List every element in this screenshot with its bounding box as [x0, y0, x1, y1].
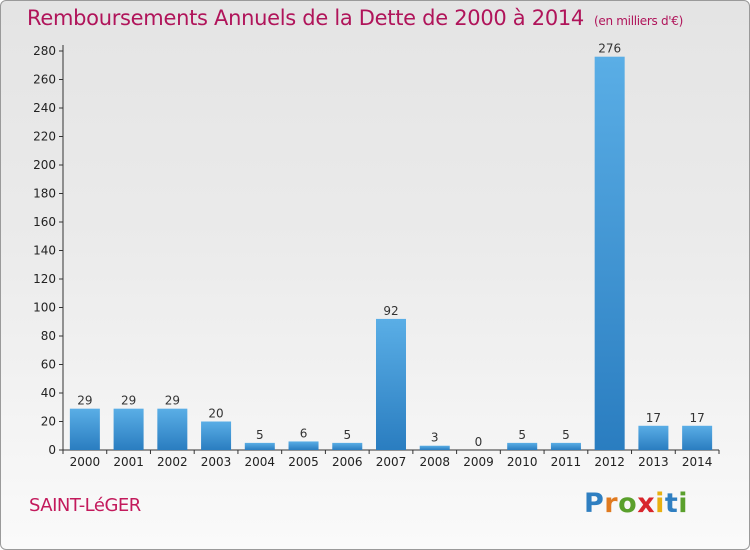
x-tick-label: 2014 [682, 455, 713, 469]
y-tick-label: 80 [41, 329, 56, 343]
data-label: 29 [77, 394, 92, 408]
data-label: 17 [646, 411, 661, 425]
x-tick-label: 2013 [638, 455, 669, 469]
brand-letter: x [637, 488, 656, 519]
brand-letter: i [678, 488, 689, 519]
bar [332, 442, 363, 450]
x-tick-label: 2008 [419, 455, 450, 469]
brand-letter: r [604, 488, 619, 519]
y-tick-label: 240 [33, 101, 56, 115]
data-label: 6 [300, 426, 308, 440]
bar [638, 425, 669, 450]
y-tick-label: 140 [33, 244, 56, 258]
bar [113, 408, 144, 450]
bar [550, 442, 581, 450]
bar [507, 442, 538, 450]
y-tick-label: 40 [41, 386, 56, 400]
data-label: 3 [431, 431, 439, 445]
y-tick-label: 200 [33, 158, 56, 172]
x-tick-label: 2005 [288, 455, 319, 469]
brand-letter: P [584, 488, 605, 519]
chart-title: Remboursements Annuels de la Dette de 20… [27, 6, 683, 30]
commune-name: SAINT-LéGER [29, 495, 141, 516]
brand-letter: o [618, 488, 638, 519]
bar [682, 425, 713, 450]
x-tick-label: 2003 [201, 455, 232, 469]
bar [594, 56, 625, 450]
bar [244, 442, 275, 450]
data-label: 92 [383, 304, 398, 318]
data-label: 0 [475, 435, 483, 449]
y-tick-label: 280 [33, 44, 56, 58]
x-tick-label: 2002 [157, 455, 188, 469]
y-tick-label: 260 [33, 73, 56, 87]
data-label: 17 [689, 411, 704, 425]
x-tick-label: 2010 [507, 455, 538, 469]
bar [201, 421, 232, 450]
y-tick-label: 20 [41, 415, 56, 429]
x-tick-label: 2000 [70, 455, 101, 469]
bar [69, 408, 100, 450]
y-tick-label: 0 [48, 443, 56, 457]
data-label: 20 [208, 407, 223, 421]
bar [157, 408, 188, 450]
x-tick-label: 2001 [113, 455, 144, 469]
brand-letter: t [664, 488, 679, 519]
y-tick-label: 60 [41, 358, 56, 372]
data-label: 276 [598, 42, 621, 56]
data-label: 5 [562, 428, 570, 442]
data-label: 5 [343, 428, 351, 442]
bar [376, 318, 406, 450]
y-tick-label: 100 [33, 301, 56, 315]
x-tick-label: 2006 [332, 455, 363, 469]
x-tick-label: 2012 [594, 455, 625, 469]
data-label: 5 [256, 428, 264, 442]
unit-note: (en milliers d'€) [594, 14, 684, 28]
bar [419, 445, 450, 450]
y-tick-label: 120 [33, 272, 56, 286]
brand-logo: Proxiti [584, 488, 688, 519]
bar [288, 441, 319, 450]
x-tick-label: 2007 [376, 455, 407, 469]
x-tick-label: 2009 [463, 455, 494, 469]
x-tick-label: 2011 [551, 455, 582, 469]
brand-letter: i [655, 488, 665, 519]
y-tick-label: 220 [33, 130, 56, 144]
y-tick-label: 180 [33, 187, 56, 201]
data-label: 29 [121, 394, 136, 408]
data-label: 5 [518, 428, 526, 442]
y-tick-label: 160 [33, 215, 56, 229]
x-tick-label: 2004 [245, 455, 276, 469]
title-text: Remboursements Annuels de la Dette de 20… [27, 6, 584, 30]
data-label: 29 [165, 394, 180, 408]
